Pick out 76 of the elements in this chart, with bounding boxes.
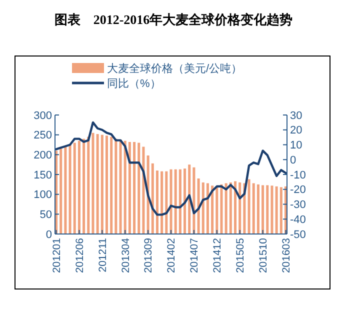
bar [64, 146, 67, 234]
y2-tick-label: -50 [290, 228, 306, 241]
line-series [55, 121, 287, 216]
x-tick-label: 201309 [142, 238, 155, 274]
bar [275, 186, 278, 234]
bar [266, 185, 269, 234]
bar [114, 138, 118, 234]
bar [82, 138, 86, 234]
y-tick-label: 200 [34, 150, 52, 162]
bar [96, 134, 99, 234]
bar [188, 164, 191, 234]
x-tick-label: 201603 [280, 238, 292, 274]
bar [270, 186, 274, 234]
bar [262, 185, 264, 234]
bar [142, 146, 145, 234]
y2-tick-label: -20 [290, 184, 306, 196]
y2-tick-label: 10 [290, 140, 302, 152]
x-tick-label: 201201 [50, 238, 63, 274]
x-tick-label: 201304 [120, 238, 132, 274]
bar [68, 144, 72, 234]
bar [280, 187, 282, 234]
chart-title: 图表 2012-2016年大麦全球价格变化趋势 [54, 12, 293, 27]
y2-tick-label: -40 [290, 214, 306, 226]
bar [133, 142, 136, 234]
y-tick-label: 150 [34, 169, 52, 182]
bar [216, 186, 218, 234]
y2-tick-label: -10 [290, 169, 306, 182]
bar [165, 171, 168, 234]
bar [124, 140, 126, 234]
y2-tick-label: 20 [290, 124, 302, 137]
bar [220, 184, 223, 234]
y-tick-label: 100 [34, 189, 52, 202]
y-tick-label: 50 [40, 209, 52, 222]
bar [78, 140, 80, 234]
bar [197, 178, 200, 234]
bar [170, 169, 172, 234]
y-tick-label: 300 [34, 110, 52, 122]
y2-tick-label: -30 [290, 199, 306, 212]
bar [138, 142, 140, 234]
bar [252, 183, 255, 234]
x-tick-label: 201412 [212, 238, 224, 274]
bar [110, 136, 113, 234]
bar [128, 142, 131, 234]
bar [174, 169, 177, 234]
bar [119, 140, 122, 234]
bar [105, 136, 108, 234]
bar [92, 132, 94, 234]
bar [234, 181, 237, 234]
bar [60, 148, 62, 234]
bar [211, 186, 214, 234]
x-tick-label: 201505 [234, 238, 247, 274]
x-tick-label: 201402 [166, 238, 178, 274]
bar [178, 169, 182, 234]
bar [224, 183, 228, 234]
bar [229, 182, 232, 234]
bar [184, 168, 186, 234]
y2-tick-label: 0 [290, 154, 296, 166]
x-tick-label: 201211 [96, 238, 109, 272]
legend-label: 同比（%） [107, 76, 161, 90]
y2-tick-label: 30 [290, 110, 302, 122]
x-tick-label: 201510 [257, 238, 270, 274]
x-tick-label: 201206 [74, 238, 86, 274]
bar [248, 179, 250, 234]
y-tick-label: 0 [46, 228, 52, 241]
bar [202, 182, 204, 234]
bar [151, 163, 154, 234]
bar [100, 134, 104, 234]
bar [160, 171, 164, 234]
y-tick-label: 250 [34, 130, 52, 142]
bar [206, 183, 209, 234]
bar [87, 136, 90, 234]
x-tick-label: 201407 [188, 238, 201, 274]
bar [73, 142, 76, 234]
bar [256, 184, 260, 234]
legend-label: 大麦全球价格（美元/公吨） [107, 62, 242, 75]
bar [156, 170, 158, 234]
